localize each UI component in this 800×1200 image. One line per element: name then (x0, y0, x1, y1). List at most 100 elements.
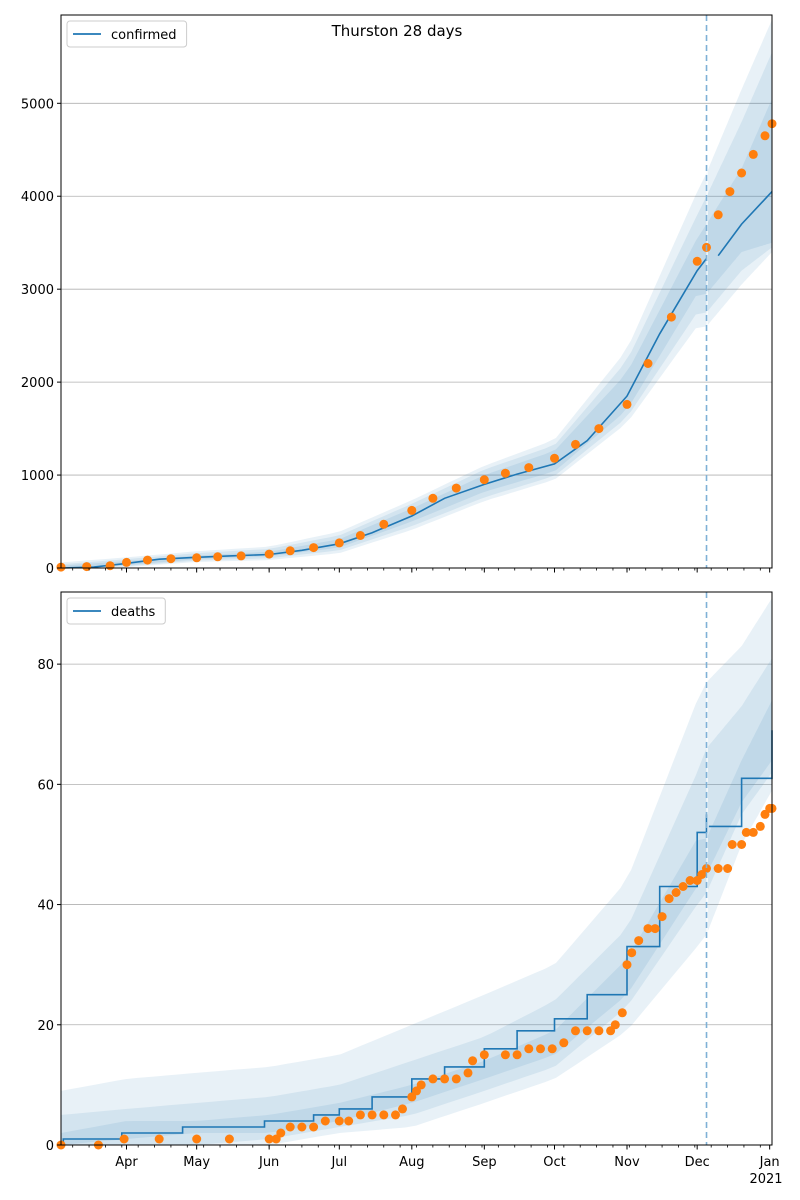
confirmed-observed-point (713, 210, 723, 220)
deaths-y-tick-label: 80 (37, 658, 54, 673)
deaths-observed-point (594, 1026, 604, 1036)
deaths-observed-point (367, 1110, 377, 1120)
confirmed-legend-label: confirmed (111, 28, 177, 43)
deaths-observed-point (379, 1110, 389, 1120)
deaths-observed-point (500, 1050, 510, 1060)
confirmed-observed-point (105, 561, 115, 571)
deaths-observed-point (398, 1104, 407, 1114)
deaths-observed-point (154, 1134, 164, 1144)
confirmed-y-tick-label: 4000 (21, 190, 54, 205)
deaths-observed-point (451, 1074, 461, 1084)
deaths-observed-point (264, 1134, 274, 1144)
deaths-x-tick-label: Jun (258, 1155, 279, 1170)
confirmed-model-segment (717, 191, 773, 257)
confirmed-y-tick-label: 1000 (21, 469, 54, 484)
confirmed-observed-points (56, 119, 777, 572)
deaths-uncertainty-band (707, 598, 772, 932)
confirmed-observed-point (355, 531, 365, 540)
deaths-observed-point (685, 876, 695, 885)
deaths-observed-point (512, 1050, 522, 1060)
deaths-panel: 0 20 40 60 80 Apr May Jun Jul Aug Sep Oct Nov Dec Jan… (37, 591, 780, 1170)
deaths-observed-point (297, 1122, 307, 1132)
deaths-observed-point (440, 1074, 450, 1084)
confirmed-observed-point (737, 168, 747, 178)
confirmed-observed-point (82, 562, 92, 572)
confirmed-panel: 0 1000 2000 3000 4000 5000 confirmed (21, 14, 777, 577)
confirmed-observed-point (692, 256, 702, 266)
deaths-observed-point (723, 864, 733, 873)
confirmed-uncertainty-band (61, 196, 707, 568)
confirmed-observed-point (550, 453, 559, 463)
deaths-observed-point (622, 960, 632, 970)
confirmed-observed-point (622, 399, 632, 409)
deaths-observed-point (755, 821, 765, 831)
confirmed-observed-point (379, 519, 389, 529)
deaths-uncertainty-band (61, 682, 707, 1145)
deaths-observed-point (748, 827, 758, 837)
confirmed-y-tick-label: 0 (46, 562, 54, 577)
deaths-observed-point (657, 912, 667, 922)
deaths-observed-point (416, 1080, 426, 1090)
confirmed-y-axis-ticks: 0 1000 2000 3000 4000 5000 (21, 97, 61, 577)
confirmed-observed-point (334, 538, 344, 548)
deaths-observed-point (285, 1122, 295, 1132)
deaths-x-tick-label: May (183, 1155, 210, 1170)
deaths-legend-box (66, 597, 166, 625)
deaths-observed-point (737, 840, 747, 849)
confirmed-observed-point (428, 493, 438, 503)
deaths-y-axis-ticks: 0 20 40 60 80 (37, 658, 61, 1154)
confirmed-observed-point (594, 424, 604, 434)
confirmed-y-tick-label: 2000 (21, 376, 54, 391)
confirmed-observed-point (213, 552, 223, 562)
confirmed-observed-point (760, 131, 770, 141)
confirmed-observed-point (479, 475, 489, 485)
deaths-legend: deaths (66, 597, 166, 625)
deaths-observed-point (617, 1008, 627, 1018)
deaths-observed-point (582, 1026, 592, 1036)
confirmed-observed-point (571, 439, 580, 449)
confirmed-observed-point (166, 554, 176, 564)
deaths-x-tick-label: Nov (614, 1155, 640, 1170)
deaths-observed-point (571, 1026, 580, 1036)
deaths-observed-point (334, 1116, 344, 1126)
confirmed-observed-point (748, 149, 758, 159)
deaths-observed-point (727, 840, 737, 849)
deaths-observed-point (479, 1050, 489, 1060)
confirmed-observed-point (524, 463, 534, 473)
confirmed-y-tick-label: 5000 (21, 97, 54, 112)
confirmed-uncertainty-band (61, 173, 707, 568)
deaths-x-tick-label: Jul (330, 1155, 347, 1170)
deaths-observed-point (547, 1044, 557, 1054)
deaths-observed-point (610, 1020, 620, 1030)
confirmed-model-segment (60, 258, 708, 569)
confirmed-observed-point (309, 543, 319, 553)
deaths-y-tick-label: 40 (37, 899, 54, 914)
deaths-observed-point (428, 1074, 438, 1084)
confirmed-model-line (60, 191, 773, 569)
deaths-observed-point (391, 1110, 400, 1120)
deaths-observed-point (320, 1116, 330, 1126)
deaths-observed-point (702, 864, 711, 873)
confirmed-observed-point (725, 187, 735, 197)
deaths-observed-point (224, 1134, 234, 1144)
deaths-observed-point (276, 1128, 286, 1138)
confirmed-observed-point (192, 553, 202, 563)
figure-title: Thurston 28 days (331, 22, 463, 40)
confirmed-observed-point (643, 359, 653, 368)
deaths-x-tick-label: Jan (759, 1155, 780, 1170)
deaths-observed-point (309, 1122, 319, 1132)
deaths-uncertainty-band (707, 658, 772, 890)
deaths-observed-point (559, 1038, 569, 1048)
confirmed-observed-point (264, 549, 274, 559)
deaths-observed-point (671, 888, 681, 897)
deaths-y-tick-label: 60 (37, 778, 54, 793)
deaths-observed-points (56, 803, 777, 1150)
deaths-uncertainty-bands (61, 598, 772, 1145)
deaths-observed-point (524, 1044, 534, 1054)
deaths-observed-point (627, 948, 637, 958)
deaths-observed-point (678, 882, 688, 891)
deaths-observed-point (355, 1110, 365, 1120)
confirmed-observed-point (451, 483, 461, 493)
confirmed-observed-point (285, 546, 295, 556)
